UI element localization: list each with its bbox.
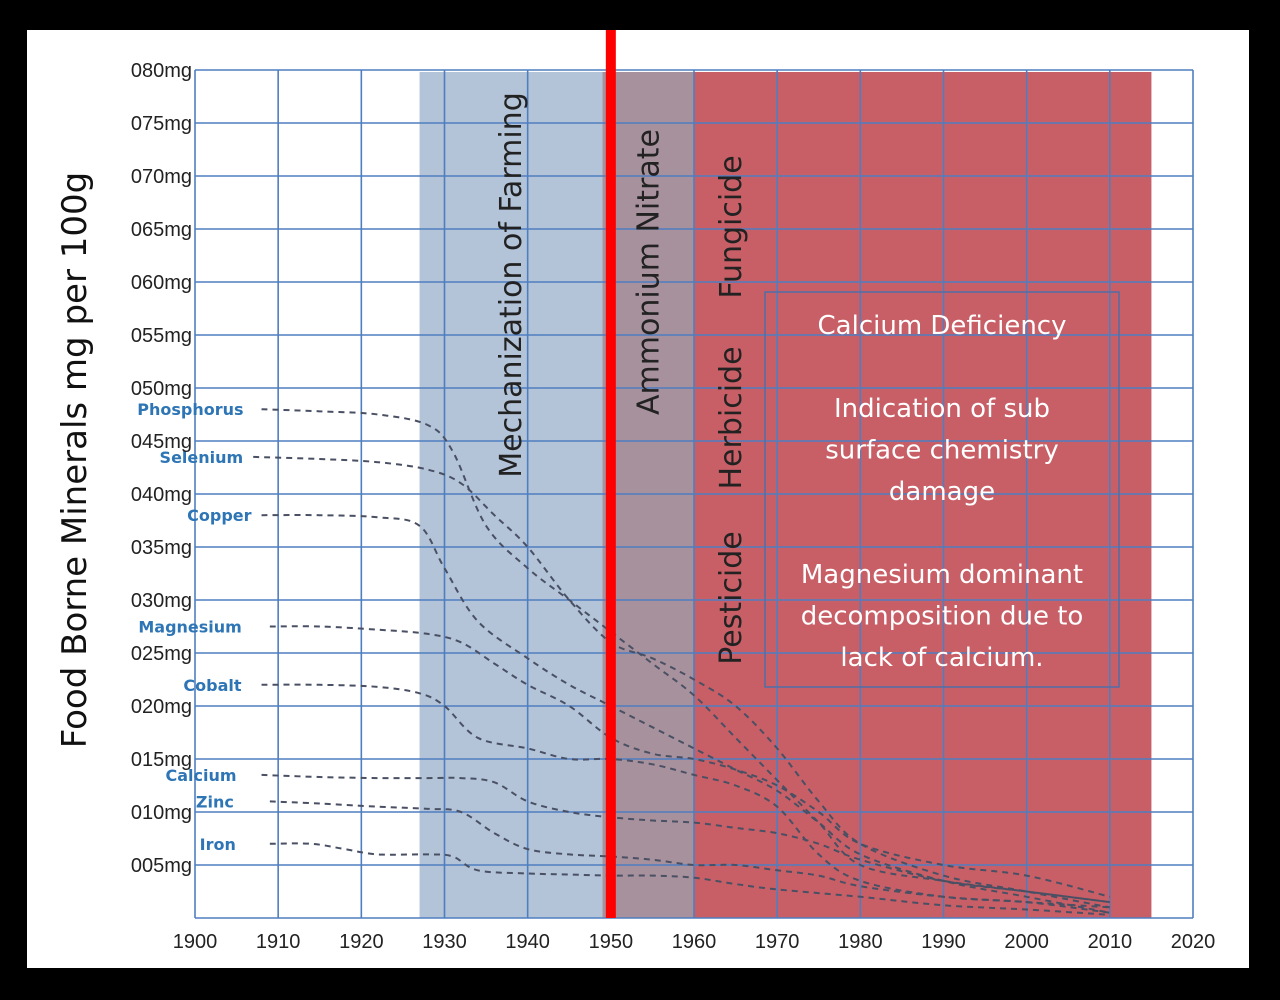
series-line-magnesium <box>269 625 1111 898</box>
annotation-line-8: lack of calcium. <box>840 643 1043 673</box>
band-2 <box>694 72 1152 918</box>
y-tick-065mg: 065mg <box>131 219 192 241</box>
annotation-frame <box>764 291 1120 688</box>
grid <box>194 69 1194 919</box>
band-label-mechanization-of-farming: Mechanization of Farming <box>494 92 529 477</box>
annotation-line-0: Calcium Deficiency <box>818 311 1067 341</box>
series-label-magnesium: Magnesium <box>138 618 241 637</box>
y-tick-075mg: 075mg <box>131 113 192 135</box>
x-tick-1950: 1950 <box>589 931 634 953</box>
series-label-copper: Copper <box>187 506 251 525</box>
band-label-pesticide: Pesticide <box>714 531 749 665</box>
y-tick-035mg: 035mg <box>131 537 192 559</box>
y-tick-010mg: 010mg <box>131 802 192 824</box>
y-tick-020mg: 020mg <box>131 696 192 718</box>
annotation-line-3: surface chemistry <box>825 436 1059 466</box>
series-line-copper <box>261 514 1111 914</box>
x-tick-1940: 1940 <box>505 931 550 953</box>
series-label-calcium: Calcium <box>165 766 236 785</box>
x-tick-2020: 2020 <box>1171 931 1216 953</box>
band-label-fungicide: Fungicide <box>714 155 749 298</box>
annotation-line-2: Indication of sub <box>834 394 1050 424</box>
y-tick-015mg: 015mg <box>131 749 192 771</box>
x-tick-1980: 1980 <box>838 931 883 953</box>
y-tick-040mg: 040mg <box>131 484 192 506</box>
y-tick-005mg: 005mg <box>131 855 192 877</box>
y-tick-045mg: 045mg <box>131 431 192 453</box>
x-tick-1910: 1910 <box>256 931 301 953</box>
annotation-line-4: damage <box>889 477 995 507</box>
x-tick-2000: 2000 <box>1004 931 1049 953</box>
series-label-cobalt: Cobalt <box>183 676 241 695</box>
x-tick-1930: 1930 <box>422 931 467 953</box>
y-tick-030mg: 030mg <box>131 590 192 612</box>
series-label-selenium: Selenium <box>160 448 244 467</box>
x-tick-1990: 1990 <box>921 931 966 953</box>
series-line-cobalt <box>261 683 1110 914</box>
y-tick-050mg: 050mg <box>131 378 192 400</box>
annotation-line-6: Magnesium dominant <box>801 560 1083 590</box>
marker-line-1950 <box>605 30 616 918</box>
annotation-line-7: decomposition due to <box>801 602 1084 632</box>
y-tick-080mg: 080mg <box>131 60 192 82</box>
band-1 <box>602 72 694 918</box>
y-tick-060mg: 060mg <box>131 272 192 294</box>
era-bands <box>419 72 1152 918</box>
band-labels: Mechanization of Farming Ammonium Nitrate… <box>494 92 749 665</box>
y-axis-ticks: 005mg 010mg 015mg 020mg 025mg 030mg 035mg 040mg… <box>131 60 192 877</box>
series-line-selenium <box>253 455 1111 909</box>
series-label-phosphorus: Phosphorus <box>137 400 243 419</box>
series-line-phosphorus <box>261 408 1110 904</box>
series-label-iron: Iron <box>200 835 236 854</box>
x-tick-1970: 1970 <box>755 931 800 953</box>
y-tick-025mg: 025mg <box>131 643 192 665</box>
series-line-calcium <box>261 773 1110 904</box>
x-tick-1920: 1920 <box>339 931 384 953</box>
series-line-zinc <box>269 800 1110 909</box>
annotation-box: Calcium Deficiency Indication of sub surfa… <box>764 291 1120 688</box>
y-tick-070mg: 070mg <box>131 166 192 188</box>
x-tick-1960: 1960 <box>672 931 717 953</box>
y-tick-055mg: 055mg <box>131 325 192 347</box>
x-tick-2010: 2010 <box>1088 931 1133 953</box>
x-tick-1900: 1900 <box>173 931 218 953</box>
series-labels: Phosphorus Selenium Copper Magnesium Cobalt C… <box>137 400 251 854</box>
y-axis-label: Food Borne Minerals mg per 100g <box>55 172 95 748</box>
series-label-zinc: Zinc <box>196 792 234 811</box>
band-label-ammonium-nitrate: Ammonium Nitrate <box>631 129 666 415</box>
band-label-herbicide: Herbicide <box>714 346 749 489</box>
x-axis-ticks: 1900 1910 1920 1930 1940 1950 1960 1970 1980 1990… <box>173 931 1216 953</box>
